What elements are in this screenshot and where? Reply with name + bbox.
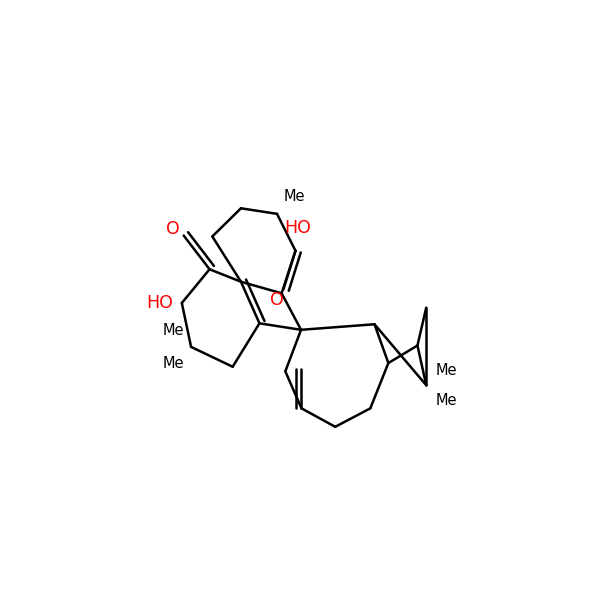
Text: HO: HO bbox=[284, 220, 311, 238]
Text: HO: HO bbox=[146, 294, 173, 312]
Text: Me: Me bbox=[436, 363, 457, 378]
Text: Me: Me bbox=[284, 188, 305, 203]
Text: Me: Me bbox=[436, 392, 457, 407]
Text: O: O bbox=[166, 220, 179, 238]
Text: Me: Me bbox=[163, 356, 184, 371]
Text: O: O bbox=[270, 291, 284, 309]
Text: Me: Me bbox=[163, 323, 184, 338]
